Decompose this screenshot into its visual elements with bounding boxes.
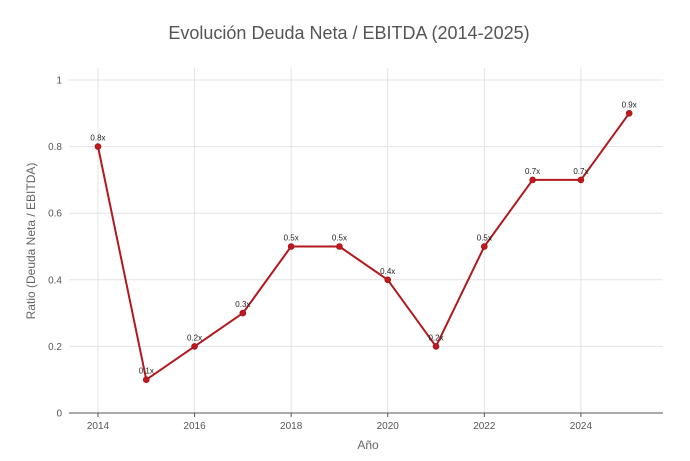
data-label: 0.9x xyxy=(622,100,637,109)
data-label: 0.1x xyxy=(139,367,154,376)
x-tick-label: 2022 xyxy=(473,421,496,432)
y-tick-label: 1 xyxy=(56,76,62,87)
data-label: 0.5x xyxy=(284,234,299,243)
data-label: 0.8x xyxy=(90,134,105,143)
chart-title: Evolución Deuda Neta / EBITDA (2014-2025… xyxy=(168,23,529,43)
axes: 0 0.2 0.4 0.6 0.8 1 2014 2016 2018 2020 2022 2024 xyxy=(48,76,663,432)
data-series xyxy=(94,110,633,384)
y-tick-label: 0 xyxy=(56,409,62,420)
x-axis-title: Año xyxy=(357,438,379,452)
data-point[interactable] xyxy=(287,243,295,250)
data-point[interactable] xyxy=(94,143,102,150)
data-point[interactable] xyxy=(239,309,247,317)
data-point[interactable] xyxy=(336,243,343,250)
data-label: 0.5x xyxy=(332,234,347,243)
data-point[interactable] xyxy=(625,110,633,117)
data-point[interactable] xyxy=(191,343,198,350)
data-labels: 0.8x 0.1x 0.2x 0.3x 0.5x 0.5x 0.4x 0.2x 0.5x 0.7x… xyxy=(90,100,636,375)
x-tick-label: 2014 xyxy=(87,421,110,432)
grid-lines xyxy=(69,68,663,413)
data-point[interactable] xyxy=(529,176,536,184)
y-tick-label: 0.6 xyxy=(48,209,62,220)
data-label: 0.7x xyxy=(573,167,588,176)
data-label: 0.3x xyxy=(235,300,250,309)
data-point[interactable] xyxy=(481,243,488,250)
x-tick-label: 2016 xyxy=(183,421,206,432)
data-label: 0.2x xyxy=(428,333,443,342)
x-tick-label: 2024 xyxy=(570,421,593,432)
y-tick-label: 0.4 xyxy=(48,275,62,286)
data-label: 0.5x xyxy=(477,234,492,243)
data-point[interactable] xyxy=(432,343,440,350)
data-point[interactable] xyxy=(142,376,150,384)
data-point[interactable] xyxy=(577,176,585,184)
data-point[interactable] xyxy=(384,276,392,284)
data-label: 0.2x xyxy=(187,333,202,342)
data-label: 0.4x xyxy=(380,267,395,276)
data-label: 0.7x xyxy=(525,167,540,176)
x-tick-label: 2020 xyxy=(377,421,400,432)
y-tick-label: 0.8 xyxy=(48,142,62,153)
y-tick-label: 0.2 xyxy=(48,342,62,353)
y-axis-title: Ratio (Deuda Neta / EBITDA) xyxy=(24,163,38,320)
series-line xyxy=(97,112,631,381)
x-tick-label: 2018 xyxy=(280,421,303,432)
